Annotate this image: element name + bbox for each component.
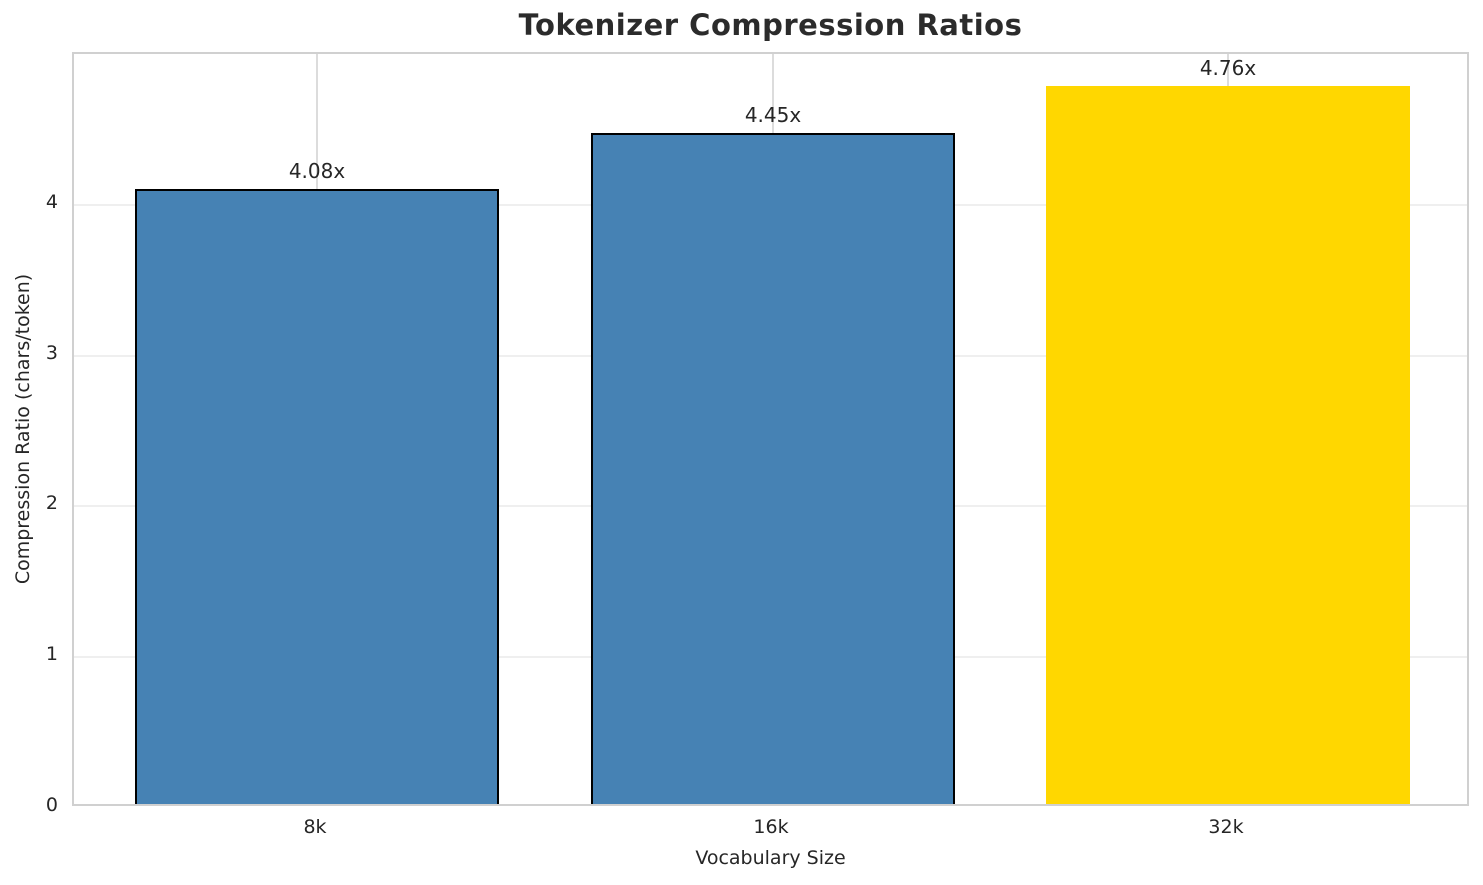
- bar-16k: [591, 133, 955, 804]
- bar-32k: [1046, 86, 1410, 804]
- y-tick-label-3: 3: [45, 341, 58, 364]
- value-label-32k: 4.76x: [1199, 56, 1257, 80]
- y-tick-label-1: 1: [45, 643, 58, 666]
- y-axis-label: Compression Ratio (chars/token): [12, 273, 34, 585]
- plot-area: 4.08x 4.45x 4.76x: [72, 52, 1469, 806]
- bar-8k: [135, 189, 499, 804]
- x-tick-label-16k: 16k: [753, 816, 789, 838]
- value-label-16k: 4.45x: [744, 103, 802, 127]
- x-tick-label-32k: 32k: [1208, 816, 1244, 838]
- y-tick-label-0: 0: [45, 794, 58, 816]
- x-axis-label: Vocabulary Size: [695, 847, 846, 869]
- value-label-8k: 4.08x: [288, 159, 346, 183]
- y-tick-label-2: 2: [45, 492, 58, 515]
- y-tick-label-4: 4: [45, 190, 58, 213]
- x-tick-label-8k: 8k: [303, 816, 327, 838]
- chart-title: Tokenizer Compression Ratios: [518, 8, 1023, 42]
